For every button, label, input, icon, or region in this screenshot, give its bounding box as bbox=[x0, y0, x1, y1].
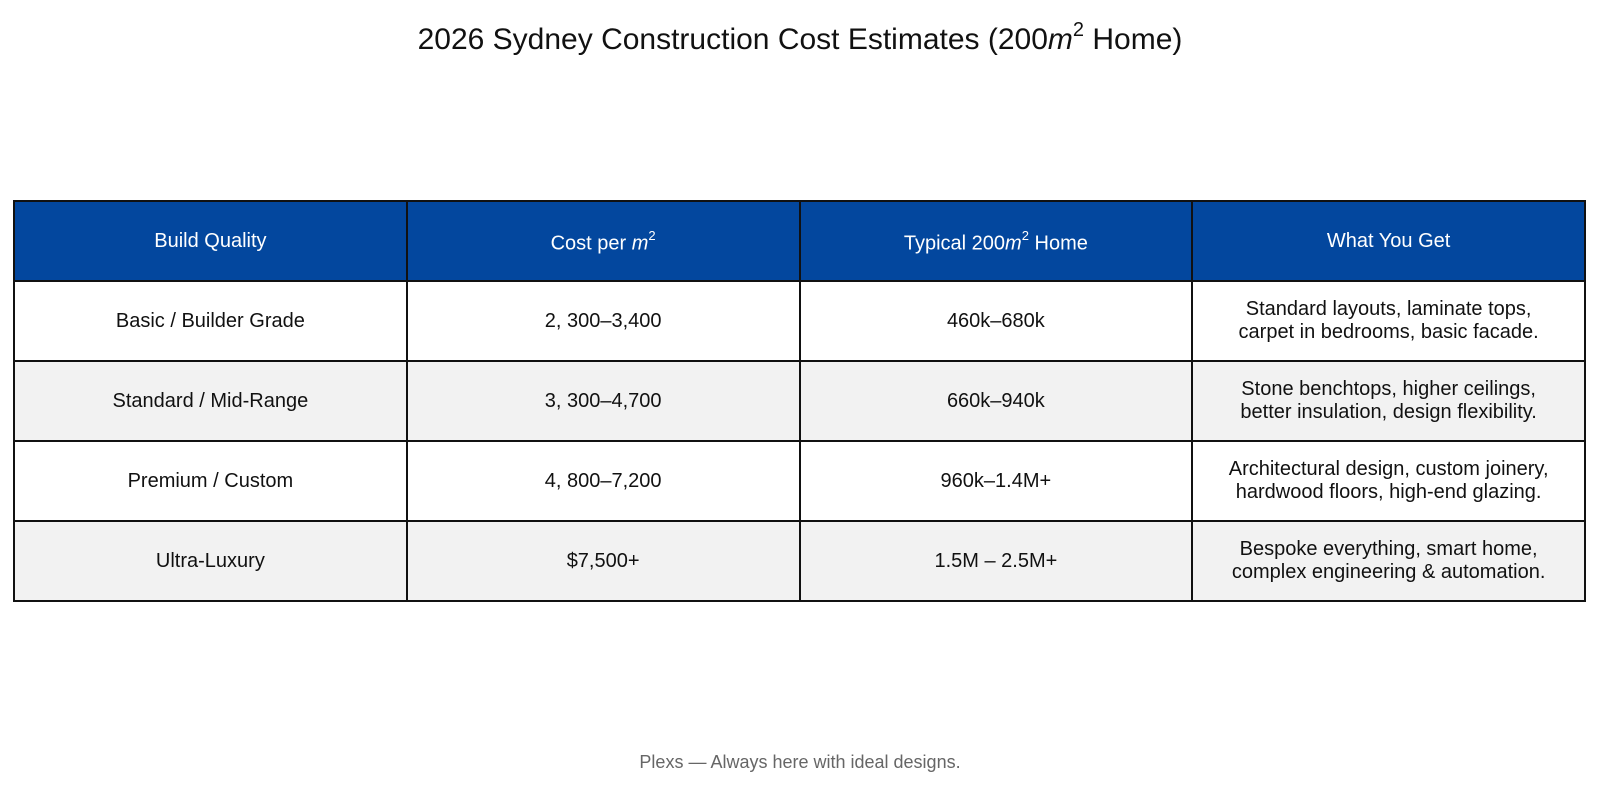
table-row: Standard / Mid-Range 3, 300–4,700 660k–9… bbox=[13, 360, 1586, 442]
what-you-get-line: Standard layouts, laminate tops, bbox=[1245, 298, 1532, 320]
what-you-get-line: Bespoke everything, smart home, bbox=[1239, 538, 1538, 560]
cell-what-you-get: Standard layouts, laminate tops, carpet i… bbox=[1191, 280, 1586, 362]
what-you-get-line: carpet in bedrooms, basic facade. bbox=[1238, 321, 1539, 343]
header-build-quality-label: Build Quality bbox=[154, 229, 267, 252]
cell-build-quality: Standard / Mid-Range bbox=[13, 360, 408, 442]
cell-typical-home: 960k–1.4M+ bbox=[798, 440, 1194, 522]
cell-typical-home: 460k–680k bbox=[798, 280, 1194, 362]
cell-cost-per-m2: $7,500+ bbox=[405, 520, 801, 602]
header-what-you-get: What You Get bbox=[1191, 200, 1586, 282]
table-row: Premium / Custom 4, 800–7,200 960k–1.4M+… bbox=[13, 440, 1586, 522]
cell-build-quality: Ultra-Luxury bbox=[13, 520, 408, 602]
footer-tagline: Plexs — Always here with ideal designs. bbox=[639, 752, 961, 772]
cell-typical-home: 660k–940k bbox=[798, 360, 1194, 442]
cell-what-you-get: Architectural design, custom joinery, har… bbox=[1191, 440, 1586, 522]
header-typical-home: Typical 200m2 Home bbox=[798, 200, 1194, 282]
cell-what-you-get: Stone benchtops, higher ceilings, better … bbox=[1191, 360, 1586, 442]
cell-cost-per-m2: 4, 800–7,200 bbox=[405, 440, 801, 522]
header-cost-unit-exp: 2 bbox=[648, 228, 656, 244]
table-header-row: Build Quality Cost per m2 Typical 200m2 … bbox=[13, 200, 1586, 282]
header-what-you-get-label: What You Get bbox=[1326, 229, 1451, 252]
what-you-get-line: Architectural design, custom joinery, bbox=[1228, 458, 1549, 480]
cell-build-quality: Basic / Builder Grade bbox=[13, 280, 408, 362]
table-row: Basic / Builder Grade 2, 300–3,400 460k–… bbox=[13, 280, 1586, 362]
what-you-get-line: better insulation, design flexibility. bbox=[1240, 401, 1537, 423]
cell-build-quality: Premium / Custom bbox=[13, 440, 408, 522]
cell-typical-home: 1.5M – 2.5M+ bbox=[798, 520, 1194, 602]
title-prefix: 2026 Sydney Construction Cost Estimates … bbox=[417, 23, 1048, 56]
table-row: Ultra-Luxury $7,500+ 1.5M – 2.5M+ Bespok… bbox=[13, 520, 1586, 602]
what-you-get-line: Stone benchtops, higher ceilings, bbox=[1241, 378, 1536, 400]
title-unit-exp: 2 bbox=[1072, 19, 1085, 41]
cell-cost-per-m2: 2, 300–3,400 bbox=[405, 280, 801, 362]
what-you-get-line: hardwood floors, high-end glazing. bbox=[1235, 481, 1542, 503]
header-typical-unit-exp: 2 bbox=[1021, 228, 1029, 244]
header-cost-per-m2: Cost per m2 bbox=[405, 200, 801, 282]
header-typical-label: Typical 200 bbox=[903, 232, 1006, 255]
cost-table: Build Quality Cost per m2 Typical 200m2 … bbox=[13, 200, 1586, 602]
title-suffix: Home) bbox=[1084, 23, 1183, 56]
header-typical-unit-var: m bbox=[1005, 232, 1022, 255]
cell-what-you-get: Bespoke everything, smart home, complex e… bbox=[1191, 520, 1586, 602]
title-unit-var: m bbox=[1047, 23, 1073, 56]
cell-cost-per-m2: 3, 300–4,700 bbox=[405, 360, 801, 442]
header-typical-suffix: Home bbox=[1028, 232, 1088, 255]
header-build-quality: Build Quality bbox=[13, 200, 408, 282]
header-cost-label: Cost per bbox=[550, 232, 632, 255]
what-you-get-line: complex engineering & automation. bbox=[1231, 561, 1546, 583]
chart-title: 2026 Sydney Construction Cost Estimates … bbox=[0, 12, 1600, 60]
header-cost-unit-var: m bbox=[631, 232, 649, 255]
